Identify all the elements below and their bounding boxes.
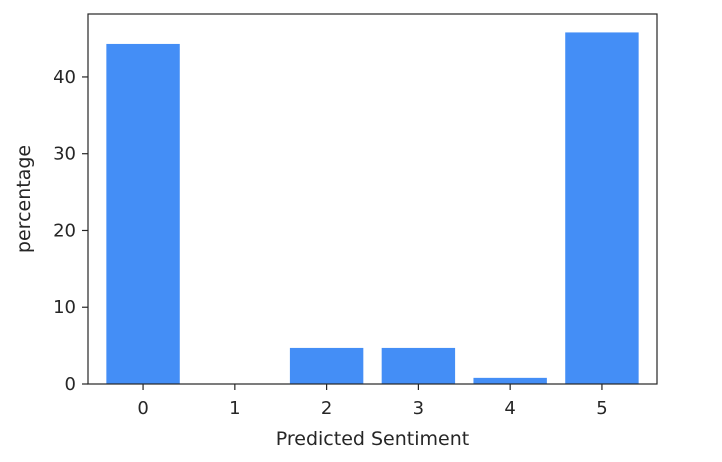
y-tick-label: 20 bbox=[53, 220, 76, 241]
bar-4 bbox=[473, 377, 547, 384]
y-tick-label: 0 bbox=[65, 374, 76, 395]
y-tick-label: 30 bbox=[53, 144, 76, 165]
x-tick-label: 3 bbox=[413, 398, 424, 419]
y-axis-ticks: 0 10 20 30 40 bbox=[53, 67, 88, 395]
x-tick-label: 4 bbox=[504, 398, 515, 419]
x-tick-label: 0 bbox=[137, 398, 148, 419]
plot-frame bbox=[87, 13, 658, 385]
bar-0 bbox=[106, 43, 180, 385]
bar-2 bbox=[289, 347, 364, 384]
bar-3 bbox=[381, 347, 456, 384]
bar-5 bbox=[565, 32, 639, 384]
x-tick-label: 1 bbox=[229, 398, 240, 419]
x-axis-label: Predicted Sentiment bbox=[276, 428, 469, 450]
x-tick-label: 5 bbox=[596, 398, 607, 419]
y-axis-label: percentage bbox=[13, 145, 35, 253]
y-tick-label: 10 bbox=[53, 297, 76, 318]
bars-group bbox=[106, 32, 639, 385]
x-tick-label: 2 bbox=[321, 398, 332, 419]
y-tick-label: 40 bbox=[53, 67, 76, 88]
x-axis-ticks: 0 1 2 3 4 5 bbox=[137, 384, 608, 419]
